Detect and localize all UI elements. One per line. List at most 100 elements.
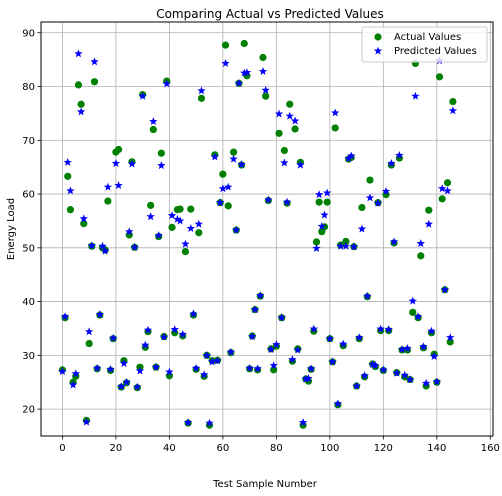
predicted-point xyxy=(438,184,447,193)
predicted-point xyxy=(403,343,412,352)
legend-actual-marker xyxy=(374,33,382,41)
actual-point xyxy=(315,198,323,206)
legend-box xyxy=(361,26,488,63)
predicted-point xyxy=(103,182,113,191)
predicted-point xyxy=(347,151,356,160)
predicted-point xyxy=(264,195,273,204)
y-tick-label: 30 xyxy=(22,351,35,362)
predicted-point xyxy=(250,305,260,314)
predicted-point xyxy=(170,325,179,334)
actual-point xyxy=(176,205,184,213)
predicted-point xyxy=(122,377,131,386)
actual-point xyxy=(221,41,230,49)
predicted-point xyxy=(322,188,332,197)
y-tick-label: 90 xyxy=(22,28,35,39)
actual-point xyxy=(358,203,366,212)
predicted-point xyxy=(397,345,407,353)
predicted-point xyxy=(240,68,249,77)
predicted-point xyxy=(242,68,252,77)
predicted-point xyxy=(183,418,193,427)
actual-point xyxy=(409,308,417,316)
predicted-point xyxy=(296,160,305,169)
predicted-point xyxy=(288,355,297,364)
predicted-point xyxy=(280,158,289,167)
predicted-point xyxy=(282,197,292,206)
predicted-point xyxy=(224,182,233,191)
predicted-point xyxy=(384,325,393,334)
predicted-point xyxy=(360,371,369,380)
predicted-point xyxy=(111,159,121,167)
y-tick-label: 50 xyxy=(22,243,35,254)
predicted-point xyxy=(82,417,91,426)
predicted-point xyxy=(141,340,150,349)
predicted-point xyxy=(304,374,313,383)
predicted-point xyxy=(355,333,364,342)
predicted-point xyxy=(408,296,417,305)
predicted-point xyxy=(320,210,329,219)
actual-point xyxy=(435,73,444,81)
actual-point xyxy=(331,124,339,132)
actual-point xyxy=(366,176,374,184)
predicted-point xyxy=(349,242,359,251)
actual-point xyxy=(443,179,452,187)
predicted-point xyxy=(191,363,201,372)
predicted-point xyxy=(133,382,142,391)
predicted-point xyxy=(245,363,254,372)
legend-predicted-label: Predicted Values xyxy=(394,46,477,57)
predicted-point xyxy=(199,370,209,379)
predicted-point xyxy=(341,241,351,250)
actual-point xyxy=(438,195,446,203)
x-tick-label: 160 xyxy=(481,443,500,454)
predicted-point xyxy=(138,91,147,100)
predicted-point xyxy=(309,324,318,333)
predicted-point xyxy=(66,186,75,195)
actual-point xyxy=(197,94,206,102)
actual-point xyxy=(240,39,248,48)
actual-point xyxy=(80,220,88,228)
predicted-point xyxy=(432,377,442,386)
y-tick-label: 80 xyxy=(22,82,35,93)
chart-title: Comparing Actual vs Predicted Values xyxy=(156,7,384,21)
predicted-point xyxy=(293,345,302,354)
predicted-point xyxy=(421,378,431,387)
predicted-point xyxy=(419,342,428,351)
predicted-point xyxy=(130,242,139,251)
predicted-point xyxy=(285,111,294,120)
predicted-point xyxy=(376,324,385,333)
predicted-point xyxy=(98,241,107,250)
predicted-point xyxy=(298,418,308,427)
predicted-point xyxy=(363,291,372,300)
actual-point xyxy=(66,206,75,214)
actual-point xyxy=(275,129,283,137)
predicted-point xyxy=(373,198,383,207)
legend-actual-label: Actual Values xyxy=(394,32,461,43)
legend-predicted-marker xyxy=(373,46,383,55)
predicted-point xyxy=(328,357,337,366)
actual-point xyxy=(259,53,267,62)
actual-point xyxy=(157,149,165,157)
predicted-point xyxy=(258,67,268,76)
axis-ticks: 0 20 40 60 80 100 120 140 160 20 30 40 50 60 70 80 90 xyxy=(22,28,500,454)
actual-point xyxy=(229,148,238,156)
predicted-point xyxy=(405,375,415,384)
x-tick-label: 100 xyxy=(320,443,339,454)
actual-point xyxy=(147,201,155,209)
predicted-point xyxy=(135,366,145,375)
predicted-point xyxy=(272,340,281,349)
predicted-point xyxy=(352,381,361,390)
predicted-point xyxy=(181,239,190,248)
predicted-point xyxy=(106,364,115,373)
actual-point xyxy=(417,252,425,260)
predicted-point xyxy=(127,159,137,168)
predicted-series xyxy=(58,49,458,427)
predicted-point xyxy=(392,368,401,377)
predicted-point xyxy=(79,214,88,223)
x-tick-label: 40 xyxy=(163,443,176,454)
actual-point xyxy=(449,97,457,106)
predicted-point xyxy=(58,367,67,376)
x-tick-label: 0 xyxy=(59,443,65,454)
predicted-point xyxy=(416,239,425,248)
predicted-point xyxy=(429,352,439,360)
actual-point xyxy=(181,247,190,256)
